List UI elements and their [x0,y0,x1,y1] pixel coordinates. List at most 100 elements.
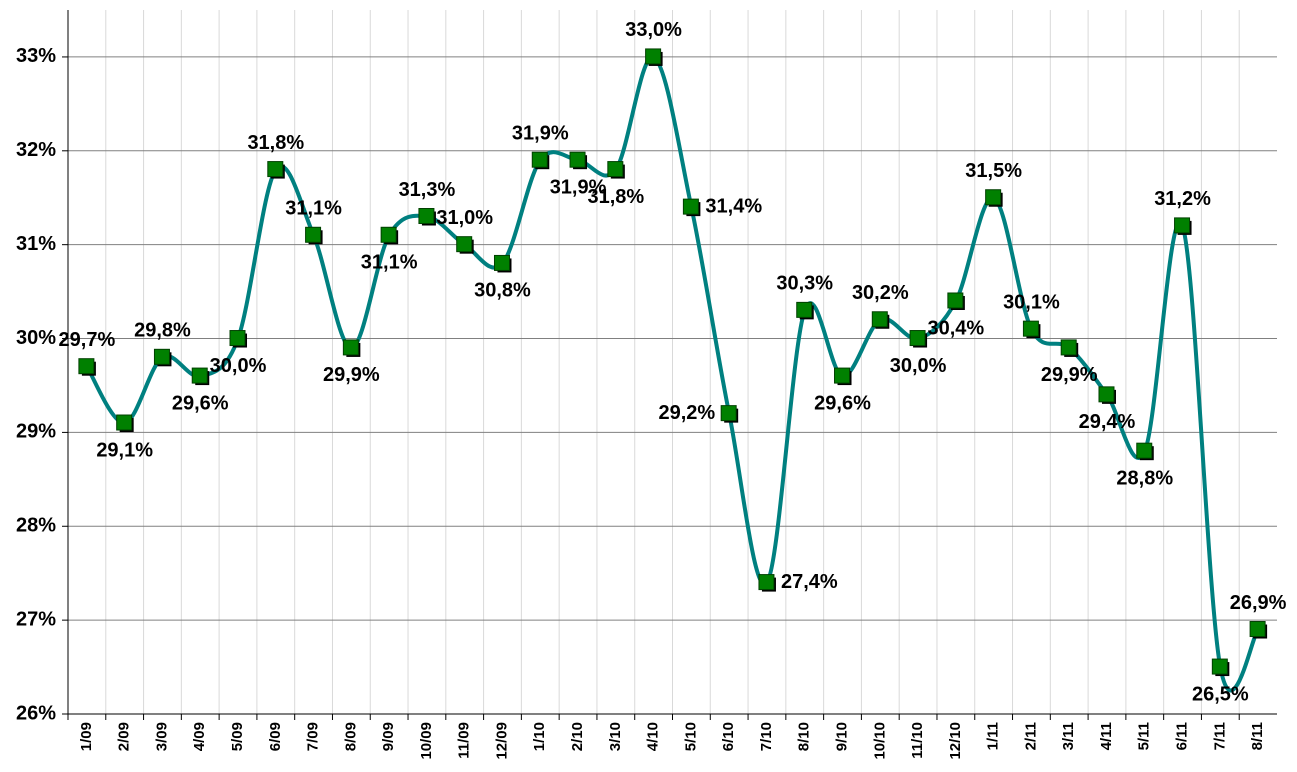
y-tick-label: 32% [16,139,56,161]
marker [1098,386,1115,403]
marker [116,414,133,431]
marker [947,292,964,309]
data-label: 31,4% [705,195,762,217]
x-tick-label: 5/10 [682,722,699,751]
marker [456,236,473,253]
marker [607,161,624,178]
marker [493,254,510,271]
data-label: 31,9% [550,176,607,198]
x-tick-label: 6/11 [1174,722,1191,750]
x-tick-label: 6/10 [720,722,737,751]
data-label: 31,8% [587,186,644,208]
marker [342,339,359,356]
x-tick-label: 8/11 [1249,722,1266,750]
data-label: 31,8% [247,132,304,154]
marker [267,161,284,178]
x-tick-label: 2/10 [569,722,586,751]
data-label: 27,4% [781,571,838,593]
data-label: 31,0% [436,207,493,229]
marker [1249,621,1266,638]
data-label: 26,5% [1192,683,1249,705]
x-tick-label: 2/09 [116,722,133,751]
marker [1022,320,1039,337]
y-tick-label: 30% [16,327,56,349]
x-tick-label: 12/10 [947,722,964,760]
data-label: 28,8% [1116,467,1173,489]
x-tick-label: 6/09 [267,722,284,751]
x-tick-label: 4/11 [1098,722,1115,750]
x-tick-label: 7/09 [305,722,322,751]
y-tick-label: 28% [16,515,56,537]
data-label: 31,9% [512,122,569,144]
marker [985,189,1002,206]
data-label: 31,5% [965,160,1022,182]
y-tick-label: 27% [16,608,56,630]
x-tick-label: 2/11 [1022,722,1039,750]
x-tick-label: 7/10 [758,722,775,751]
marker [1211,658,1228,675]
x-tick-label: 11/10 [909,722,926,759]
x-tick-label: 5/09 [229,722,246,751]
marker [380,226,397,243]
y-tick-label: 31% [16,233,56,255]
data-label: 29,6% [172,392,229,414]
data-label: 30,2% [852,282,909,304]
marker [720,405,737,422]
marker [1174,217,1191,234]
marker [229,330,246,347]
x-tick-label: 8/09 [342,722,359,751]
marker [834,367,851,384]
x-tick-label: 10/09 [418,722,435,760]
marker [531,151,548,168]
x-tick-label: 3/10 [607,722,624,751]
marker [305,226,322,243]
data-label: 31,3% [399,179,456,201]
x-tick-label: 4/10 [645,722,662,751]
marker [153,348,170,365]
marker [682,198,699,215]
marker [418,208,435,225]
x-tick-label: 1/11 [985,722,1002,750]
marker [191,367,208,384]
x-tick-label: 3/09 [153,722,170,751]
data-label: 29,1% [96,439,153,461]
x-tick-label: 1/10 [531,722,548,751]
x-tick-label: 1/09 [78,722,95,751]
marker [909,330,926,347]
x-tick-label: 7/11 [1211,722,1228,750]
data-label: 30,8% [474,280,531,302]
x-tick-label: 8/10 [796,722,813,751]
marker [796,301,813,318]
marker [645,48,662,65]
x-tick-label: 4/09 [191,722,208,751]
marker [569,151,586,168]
x-tick-label: 9/10 [833,722,850,751]
data-label: 29,8% [134,320,191,342]
x-tick-label: 10/10 [871,722,888,760]
y-tick-label: 29% [16,421,56,443]
data-label: 30,0% [210,355,267,377]
data-label: 31,1% [361,252,418,274]
data-label: 30,1% [1003,291,1060,313]
data-label: 26,9% [1230,592,1287,614]
data-label: 29,9% [323,364,380,386]
data-label: 30,4% [928,317,985,339]
series-line [85,54,1260,693]
data-label: 29,7% [59,329,116,351]
marker [1136,442,1153,459]
data-label: 29,4% [1079,411,1136,433]
marker [1060,339,1077,356]
marker [78,358,95,375]
x-tick-label: 5/11 [1136,722,1153,750]
y-tick-label: 26% [16,702,56,724]
data-label: 29,9% [1041,364,1098,386]
marker [758,574,775,591]
data-label: 31,1% [285,198,342,220]
data-label: 33,0% [625,19,682,41]
data-label: 30,3% [776,273,833,295]
marker [871,311,888,328]
data-label: 29,6% [814,392,871,414]
y-tick-label: 33% [16,45,56,67]
data-label: 29,2% [658,402,715,424]
